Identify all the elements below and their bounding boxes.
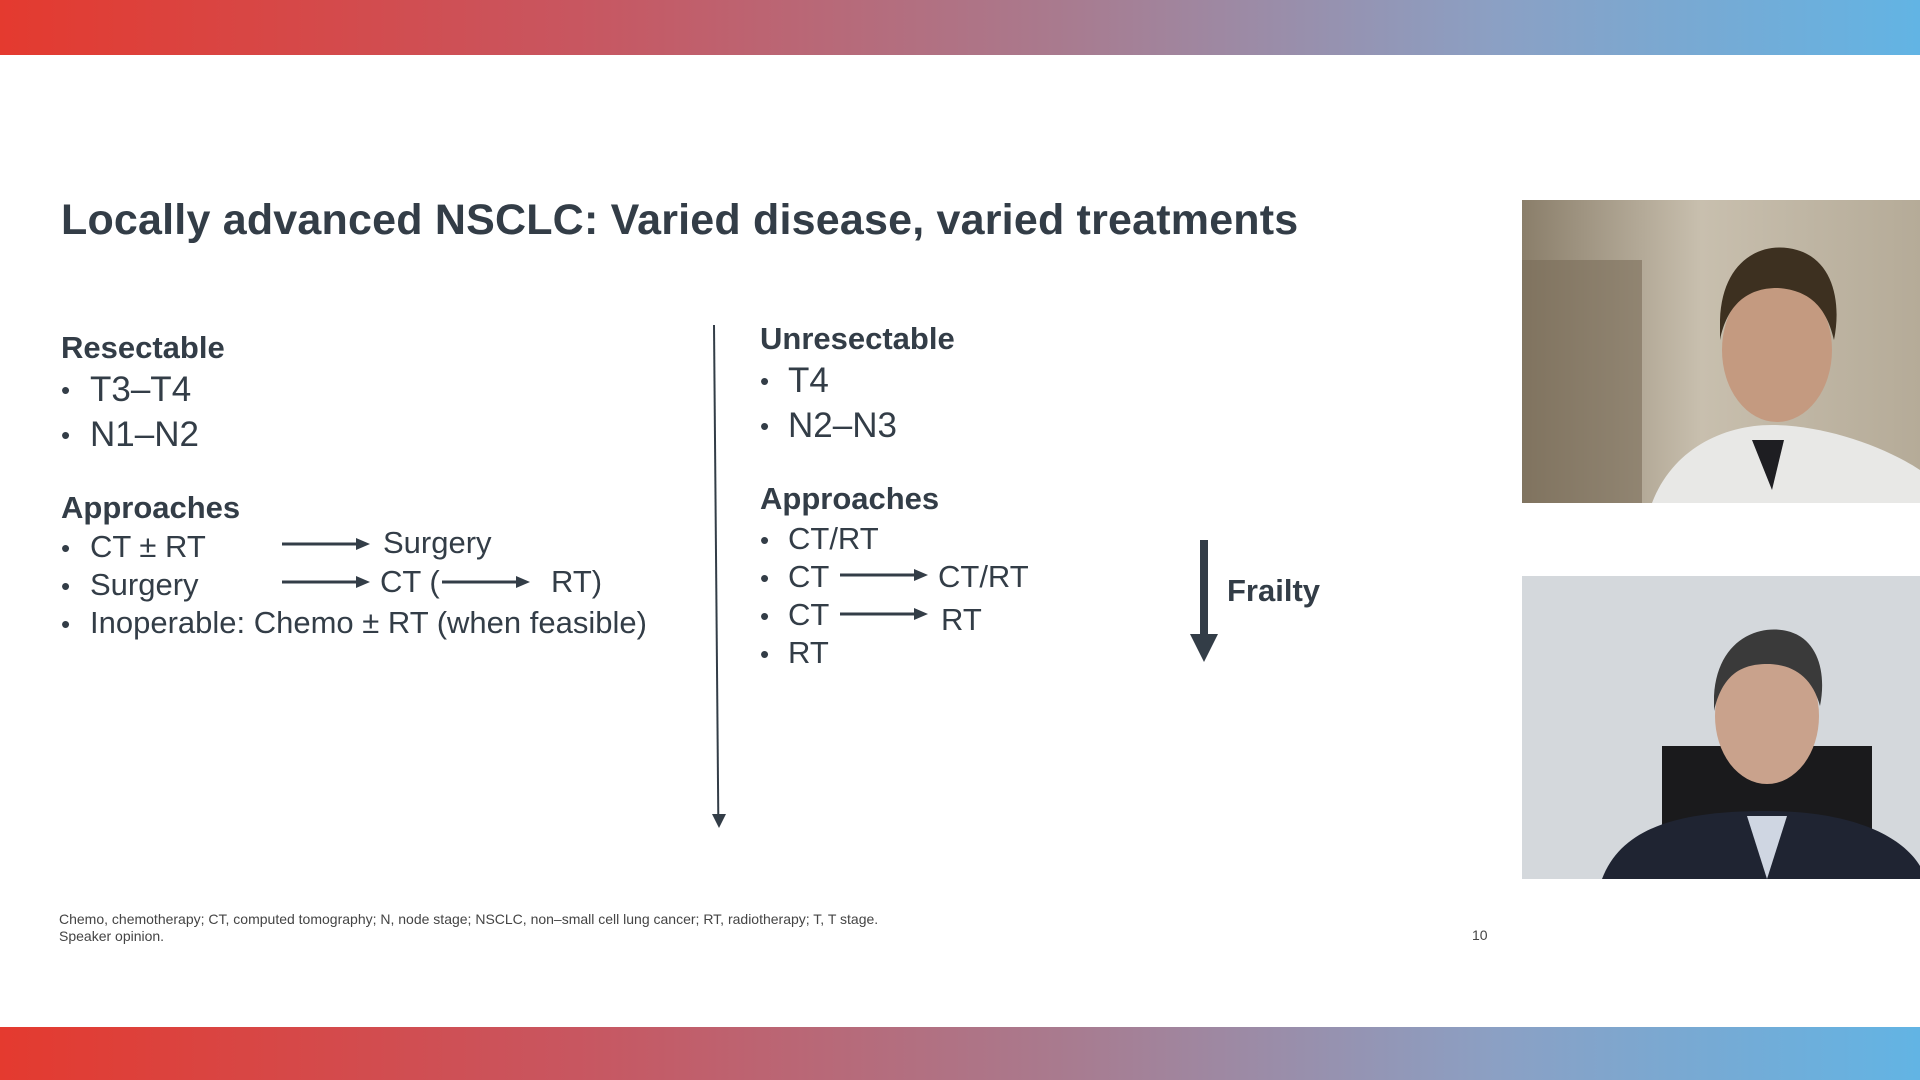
frailty-down-arrow-icon xyxy=(1190,540,1218,662)
bullet-icon: • xyxy=(61,420,71,450)
resectable-stage-t: T3–T4 xyxy=(90,370,192,409)
bullet-icon: • xyxy=(61,375,71,405)
left-approach-3: Inoperable: Chemo ± RT (when feasible) xyxy=(90,605,647,640)
unresectable-heading: Unresectable xyxy=(760,321,955,356)
bullet-icon: • xyxy=(61,571,71,601)
right-approaches-heading: Approaches xyxy=(760,481,940,516)
right-approach-3-end: RT xyxy=(941,602,982,637)
right-approach-2-end: CT/RT xyxy=(938,559,1029,594)
arrow-right-icon xyxy=(840,608,928,620)
bullet-icon: • xyxy=(760,563,770,593)
left-approaches-heading: Approaches xyxy=(61,490,241,525)
right-approach-1: CT/RT xyxy=(788,521,879,556)
column-divider-line xyxy=(713,324,720,815)
top-gradient-band xyxy=(0,0,1920,55)
bullet-icon: • xyxy=(760,366,770,396)
unresectable-stage-n: N2–N3 xyxy=(788,406,897,445)
left-approach-2-mid: CT ( xyxy=(380,564,440,599)
left-approach-2-end: RT) xyxy=(551,564,603,599)
resectable-heading: Resectable xyxy=(61,330,225,365)
slide-title: Locally advanced NSCLC: Varied disease, … xyxy=(61,196,1299,244)
arrow-down-icon xyxy=(712,814,726,828)
footnote: Chemo, chemotherapy; CT, computed tomogr… xyxy=(59,911,878,945)
footnote-abbreviations: Chemo, chemotherapy; CT, computed tomogr… xyxy=(59,911,879,927)
footnote-speaker-opinion: Speaker opinion. xyxy=(59,928,165,944)
arrow-right-icon xyxy=(282,576,370,588)
arrow-right-icon xyxy=(840,569,928,581)
bullet-icon: • xyxy=(61,609,71,639)
arrow-right-icon xyxy=(282,538,370,550)
page-number: 10 xyxy=(1472,927,1488,943)
left-approach-2-start: Surgery xyxy=(90,567,199,602)
resectable-stage-n: N1–N2 xyxy=(90,415,199,454)
bullet-icon: • xyxy=(760,639,770,669)
speaker-video-tile-1 xyxy=(1522,200,1920,503)
bullet-icon: • xyxy=(760,411,770,441)
bullet-icon: • xyxy=(760,601,770,631)
speaker-video-tile-2 xyxy=(1522,576,1920,879)
left-approach-1-end: Surgery xyxy=(383,525,492,560)
right-approach-4: RT xyxy=(788,635,829,670)
arrow-right-icon xyxy=(442,576,530,588)
right-approach-3-start: CT xyxy=(788,597,830,632)
right-approach-2-start: CT xyxy=(788,559,830,594)
left-approach-1-start: CT ± RT xyxy=(90,529,206,564)
bullet-icon: • xyxy=(760,525,770,555)
frailty-label: Frailty xyxy=(1227,573,1321,608)
bullet-icon: • xyxy=(61,533,71,563)
bottom-gradient-band xyxy=(0,1027,1920,1080)
unresectable-stage-t: T4 xyxy=(788,361,829,400)
